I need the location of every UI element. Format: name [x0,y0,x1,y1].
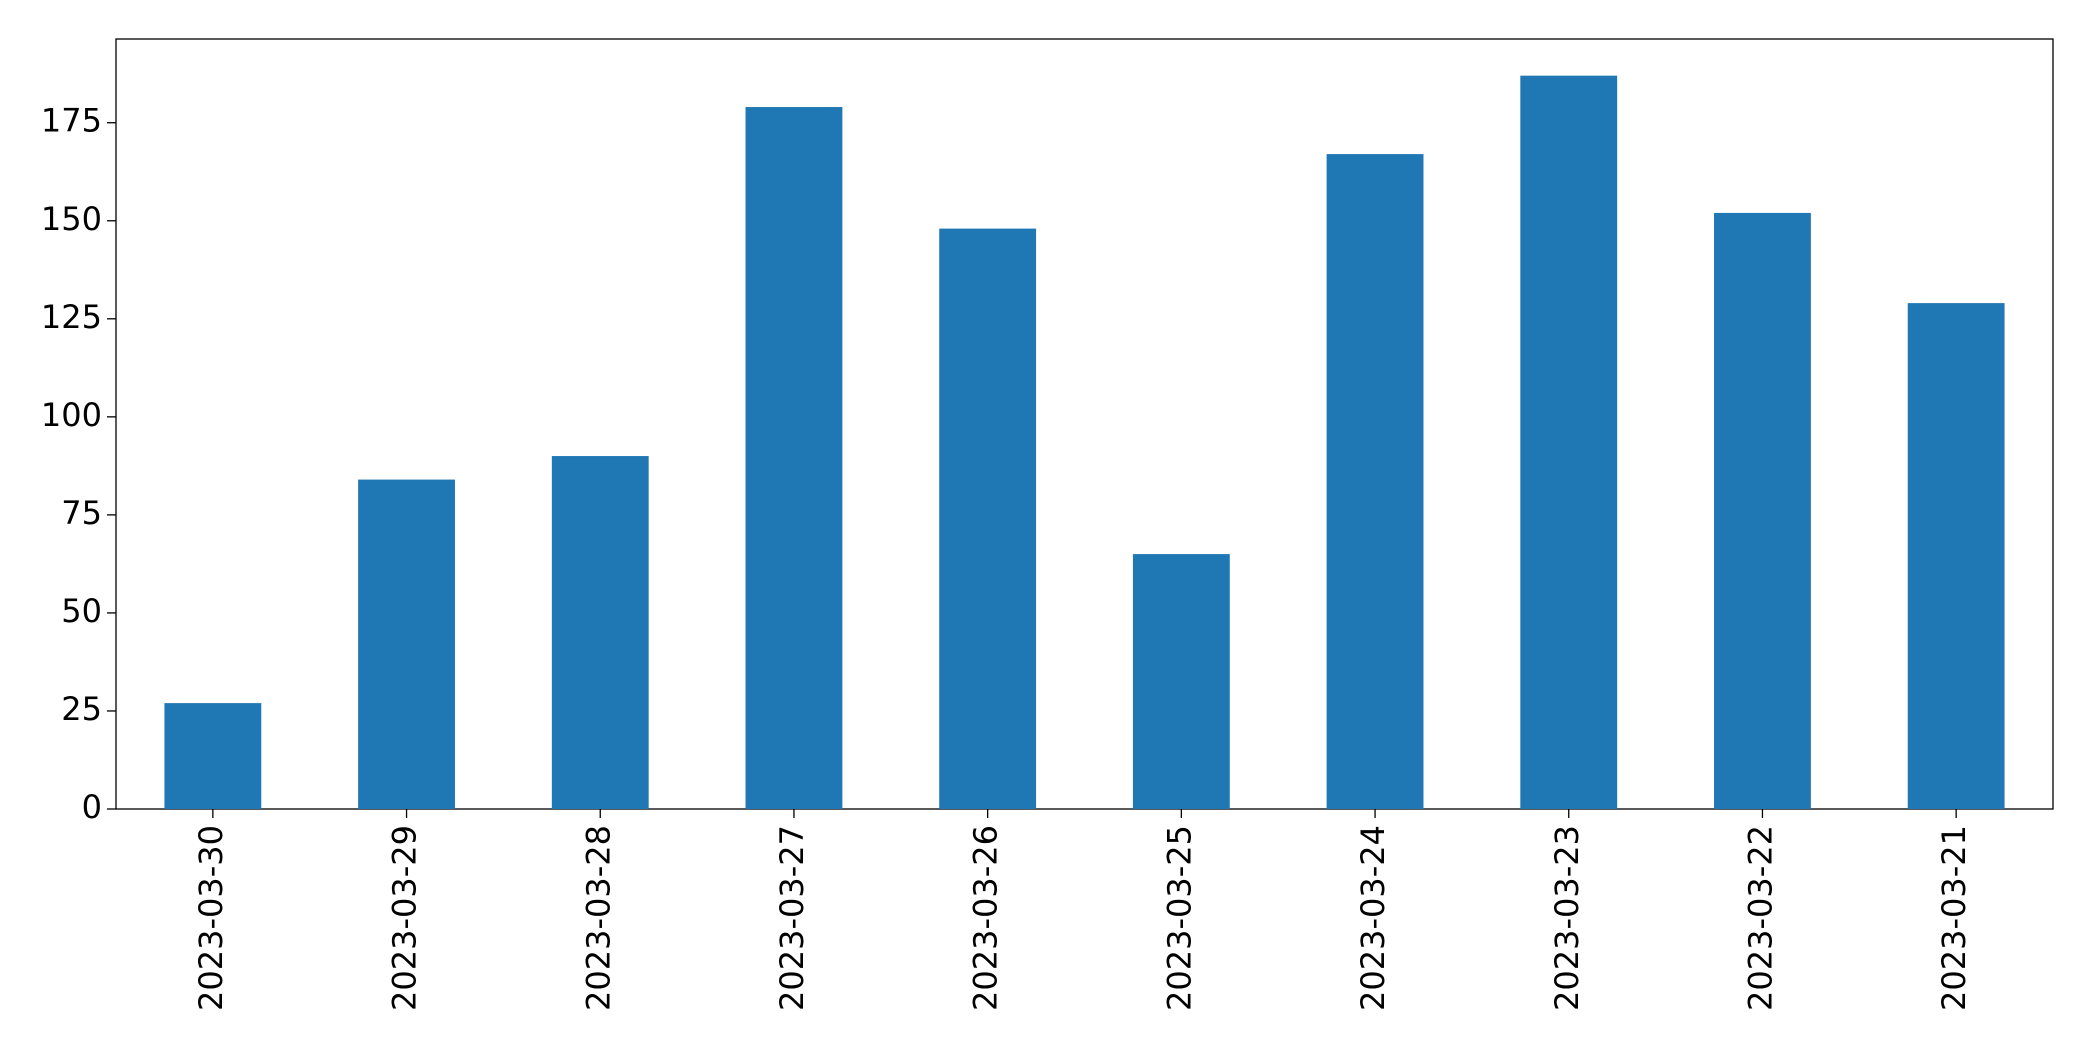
y-tick-label: 175 [41,102,102,140]
y-tick-label: 150 [41,200,102,238]
bar [551,456,649,809]
bar [1132,554,1230,809]
bar [745,107,843,810]
y-tick-label: 25 [61,690,102,728]
bar [939,228,1037,809]
bar [1907,303,2005,809]
y-tick-label: 0 [82,788,102,826]
x-tick-label: 2023-03-22 [1741,825,1779,1011]
bar [164,703,262,809]
x-tick-label: 2023-03-30 [192,825,230,1011]
y-tick-label: 75 [61,494,102,532]
y-tick-label: 125 [41,298,102,336]
x-tick-label: 2023-03-24 [1354,825,1392,1011]
bar [1326,154,1424,810]
bar [1714,212,1811,809]
x-tick-label: 2023-03-29 [386,825,424,1011]
x-tick-label: 2023-03-23 [1548,825,1586,1011]
bar [358,479,455,809]
x-tick-label: 2023-03-21 [1935,825,1973,1011]
x-tick-label: 2023-03-26 [967,825,1005,1011]
bar [1520,75,1618,809]
x-tick-label: 2023-03-25 [1160,825,1198,1011]
y-tick-label: 100 [41,396,102,434]
y-tick-label: 50 [61,592,102,630]
x-tick-label: 2023-03-27 [773,825,811,1011]
plot-frame [115,38,2054,810]
x-tick-label: 2023-03-28 [579,825,617,1011]
